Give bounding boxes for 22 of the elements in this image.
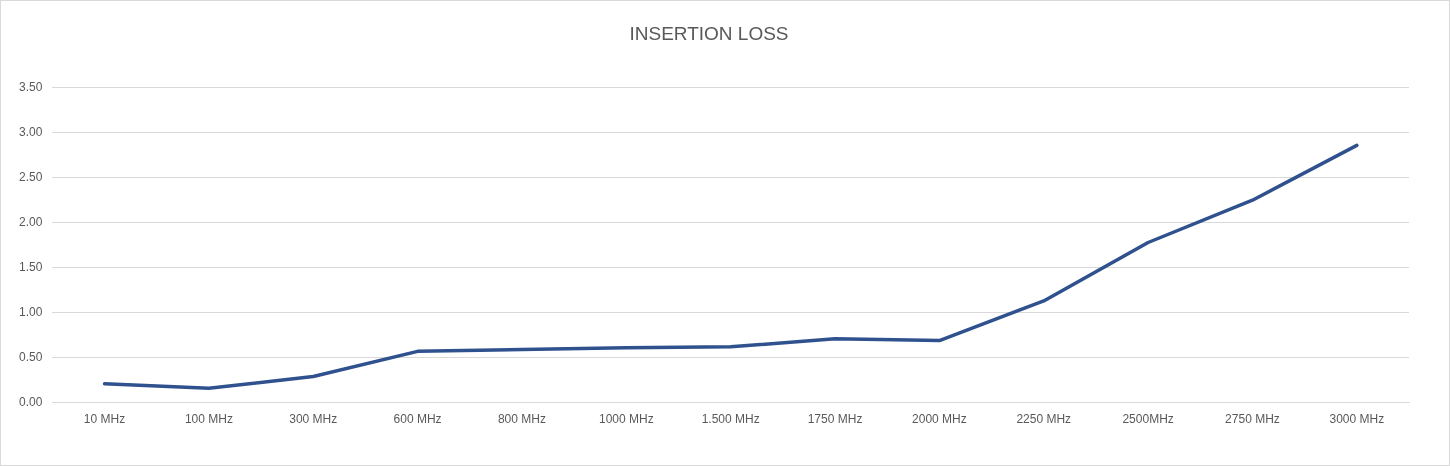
chart-title: INSERTION LOSS xyxy=(629,22,789,44)
x-tick-label: 2000 MHz xyxy=(912,412,967,427)
y-tick-label: 3.00 xyxy=(19,125,43,140)
y-tick-label: 3.50 xyxy=(19,80,43,95)
x-tick-label: 2750 MHz xyxy=(1225,412,1280,427)
y-tick-label: 2.50 xyxy=(19,170,43,185)
x-tick-label: 2250 MHz xyxy=(1016,412,1072,427)
y-tick-label: 1.50 xyxy=(19,260,43,274)
x-tick-label: 1.500 MHz xyxy=(701,412,760,427)
x-tick-label: 800 MHz xyxy=(497,412,546,427)
x-tick-label: 10 MHz xyxy=(83,412,126,427)
y-tick-label: 2.00 xyxy=(19,215,43,230)
x-tick-label: 300 MHz xyxy=(289,412,338,427)
x-tick-label: 2500MHz xyxy=(1122,412,1174,427)
x-tick-label: 100 MHz xyxy=(184,412,233,427)
x-tick-label: 1750 MHz xyxy=(807,412,863,427)
x-tick-label: 600 MHz xyxy=(393,412,442,427)
y-tick-label: 0.00 xyxy=(19,394,43,409)
y-tick-label: 0.50 xyxy=(19,349,43,364)
x-tick-label: 1000 MHz xyxy=(598,412,654,427)
y-tick-label: 1.00 xyxy=(19,304,43,319)
x-tick-label: 3000 MHz xyxy=(1329,412,1385,427)
